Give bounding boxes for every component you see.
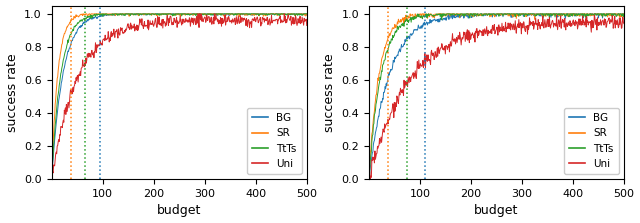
Legend: BG, SR, TtTs, Uni: BG, SR, TtTs, Uni <box>564 108 619 174</box>
X-axis label: budget: budget <box>474 204 518 217</box>
Y-axis label: success rate: success rate <box>6 53 19 132</box>
X-axis label: budget: budget <box>157 204 202 217</box>
Y-axis label: success rate: success rate <box>323 53 336 132</box>
Legend: BG, SR, TtTs, Uni: BG, SR, TtTs, Uni <box>247 108 301 174</box>
